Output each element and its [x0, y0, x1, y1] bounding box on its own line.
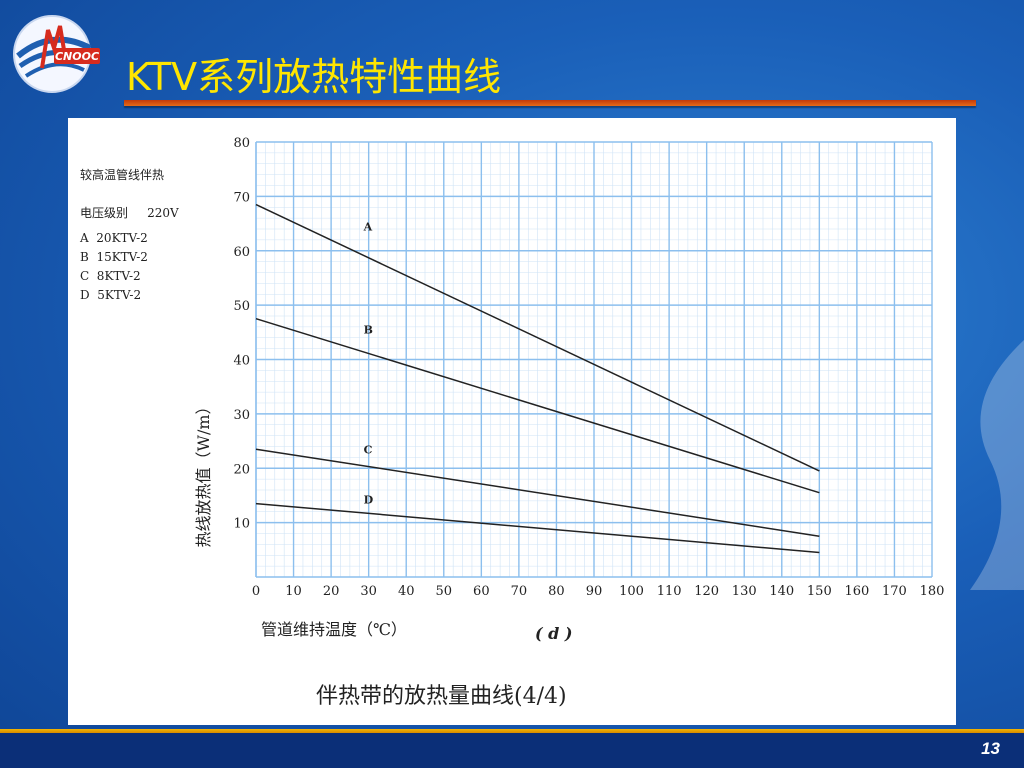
- legend-entry-a: A 20KTV-2: [80, 231, 148, 245]
- series-line-a: [255, 203, 820, 472]
- x-tick-label: 130: [732, 584, 757, 599]
- chart-info-block: 较高温管线伴热 电压级别 220V A 20KTV-2 B 15KTV-2 C …: [80, 166, 179, 307]
- footer-bar: [0, 733, 1024, 768]
- x-tick-label: 170: [882, 584, 907, 599]
- y-tick-label: 70: [233, 190, 250, 205]
- legend-entry-c: C 8KTV-2: [80, 269, 141, 283]
- x-tick-label: 20: [323, 584, 340, 599]
- decorative-background-shape: [970, 340, 1024, 590]
- x-tick-label: 30: [360, 584, 377, 599]
- x-tick-label: 70: [511, 584, 528, 599]
- y-tick-label: 40: [233, 354, 250, 369]
- x-tick-label: 40: [398, 584, 415, 599]
- y-axis-label: 热线放热值（W/m）: [194, 398, 213, 547]
- x-tick-label: 80: [548, 584, 565, 599]
- series-line-c: [255, 448, 820, 537]
- x-tick-label: 90: [586, 584, 603, 599]
- series-label-b: B: [364, 324, 373, 337]
- logo-wordmark: CNOOC: [55, 50, 99, 63]
- series-line-b: [255, 318, 820, 494]
- subplot-label: ( d ): [535, 624, 572, 643]
- y-tick-label: 10: [233, 517, 250, 532]
- y-tick-label: 60: [233, 245, 250, 260]
- voltage-label: 电压级别: [80, 206, 129, 220]
- title-rule: [124, 100, 976, 106]
- series-label-a: A: [363, 221, 373, 234]
- x-tick-label: 150: [807, 584, 832, 599]
- company-logo: CNOOC: [8, 8, 100, 100]
- voltage-value: 220V: [147, 206, 179, 220]
- series-line-d: [255, 502, 820, 554]
- x-tick-label: 60: [473, 584, 490, 599]
- chart-caption: 伴热带的放热量曲线(4/4): [316, 684, 567, 709]
- legend-entry-d: D 5KTV-2: [80, 288, 142, 302]
- x-tick-label: 180: [920, 584, 945, 599]
- x-tick-label: 110: [657, 584, 682, 599]
- x-tick-label: 140: [769, 584, 794, 599]
- y-tick-label: 30: [233, 408, 250, 423]
- x-tick-label: 50: [436, 584, 453, 599]
- series-lines: A B C D: [255, 203, 820, 554]
- grid: [255, 141, 933, 578]
- x-tick-label: 10: [285, 584, 302, 599]
- voltage-row: 电压级别 220V: [80, 204, 179, 223]
- x-axis-label: 管道维持温度（℃）: [261, 620, 407, 639]
- page-number: 13: [981, 739, 1000, 758]
- x-tick-label: 160: [844, 584, 869, 599]
- x-tick-label: 120: [694, 584, 719, 599]
- x-tick-label: 0: [252, 584, 260, 599]
- x-tick-label: 100: [619, 584, 644, 599]
- series-label-c: C: [364, 444, 373, 457]
- line-chart: 0 10 20 30 40 50 60 70 80 90 100 110 120 130 140 150 160…: [194, 136, 944, 709]
- footer-accent-line: [0, 729, 1024, 733]
- slide-title: KTV系列放热特性曲线: [126, 55, 502, 99]
- series-label-d: D: [364, 493, 374, 506]
- y-tick-label: 80: [233, 136, 250, 151]
- tick-labels: 0 10 20 30 40 50 60 70 80 90 100 110 120 130 140 150 160…: [233, 136, 944, 599]
- y-tick-label: 50: [233, 299, 250, 314]
- chart-heading: 较高温管线伴热: [80, 168, 165, 182]
- chart-panel: 较高温管线伴热 电压级别 220V A 20KTV-2 B 15KTV-2 C …: [68, 118, 956, 725]
- y-tick-label: 20: [233, 462, 250, 477]
- legend-entry-b: B 15KTV-2: [80, 250, 148, 264]
